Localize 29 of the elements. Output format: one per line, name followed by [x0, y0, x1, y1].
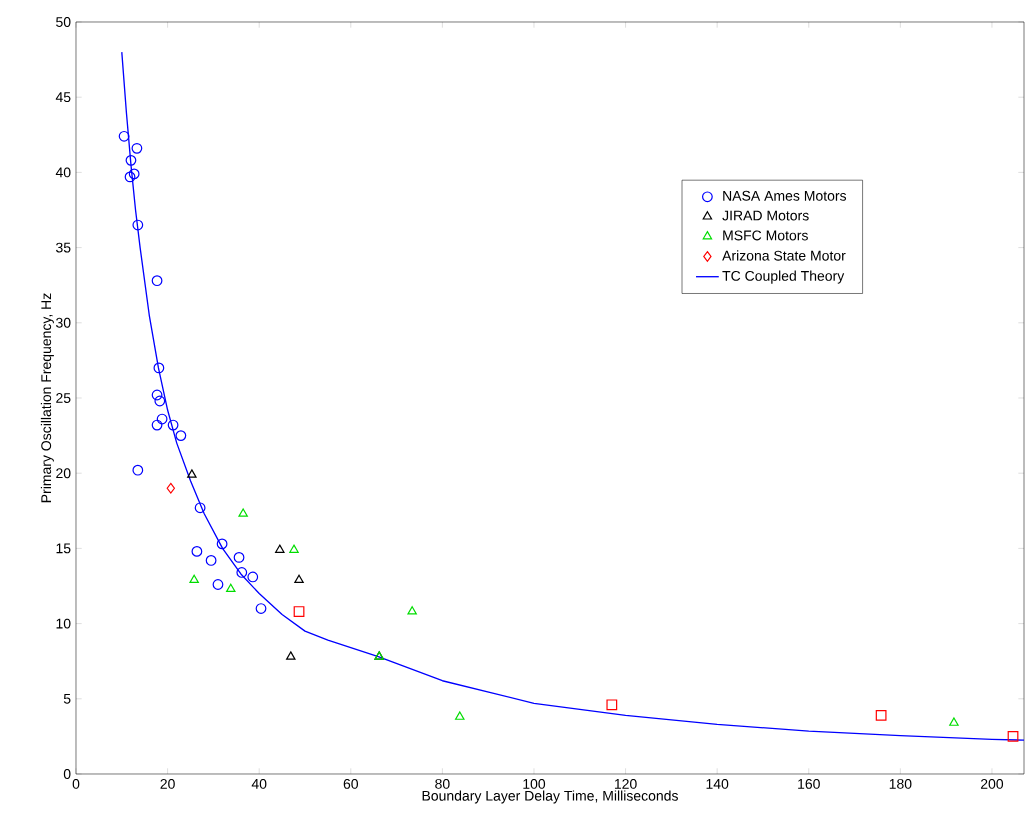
y-tick-label: 50	[56, 17, 71, 27]
x-tick-label: 180	[889, 778, 912, 789]
y-tick-label: 40	[55, 167, 71, 178]
legend-label: NASA Ames Motors	[723, 190, 847, 201]
x-tick-label: 0	[72, 778, 80, 789]
y-tick-label: 15	[56, 543, 71, 554]
x-tick-label: 100	[523, 778, 546, 789]
x-tick-label: 160	[798, 778, 820, 789]
y-axis-title: Primary Oscillation Frequency, Hz	[40, 293, 54, 503]
y-tick-label: 35	[56, 242, 71, 253]
y-tick-label: 45	[55, 92, 71, 103]
legend-label: JIRAD Motors	[722, 210, 809, 221]
legend-label: Arizona State Motor	[722, 250, 846, 261]
x-axis-title: Boundary Layer Delay Time, Milliseconds	[422, 790, 678, 804]
x-tick-label: 200	[980, 778, 1004, 789]
x-tick-label: 60	[343, 778, 359, 789]
x-tick-label: 80	[435, 778, 450, 789]
y-tick-label: 0	[63, 769, 71, 779]
x-tick-label: 20	[160, 778, 175, 789]
y-tick-label: 20	[56, 468, 71, 479]
y-tick-label: 30	[56, 317, 71, 328]
y-tick-label: 25	[56, 393, 71, 403]
legend-label: TC Coupled Theory	[722, 270, 845, 284]
x-tick-label: 140	[706, 778, 729, 789]
x-tick-label: 40	[251, 778, 267, 789]
y-tick-label: 5	[63, 693, 71, 704]
y-tick-label: 10	[56, 618, 71, 629]
legend-label: MSFC Motors	[723, 230, 808, 241]
x-tick-label: 120	[614, 778, 637, 789]
